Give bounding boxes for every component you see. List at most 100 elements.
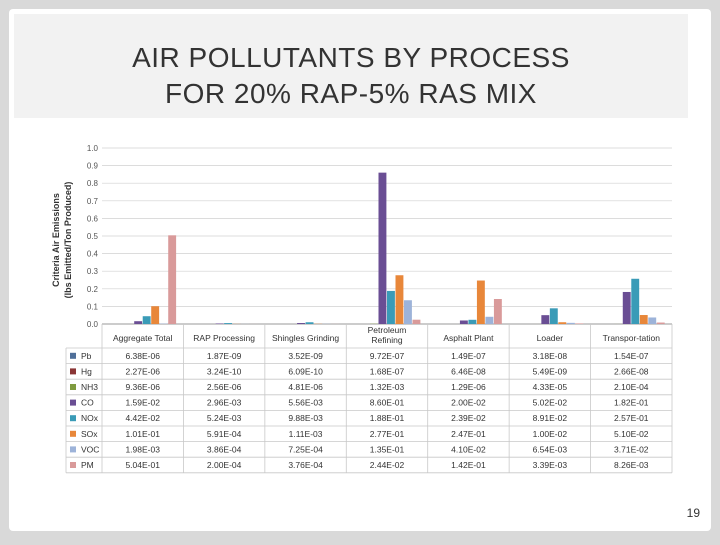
bar-pm (657, 323, 665, 324)
data-label: 1.01E-01 (125, 429, 160, 439)
data-label: 3.39E-03 (533, 460, 568, 470)
data-label: 3.86E-04 (207, 444, 242, 454)
bar-pm (168, 235, 176, 324)
bar-sox (477, 281, 485, 324)
bar-voc (404, 300, 412, 324)
data-label: 8.91E-02 (533, 413, 568, 423)
bar-co (541, 315, 549, 324)
legend-swatch-nox (70, 415, 76, 421)
legend-swatch-voc (70, 446, 76, 452)
x-tick-label: Loader (537, 333, 564, 343)
bar-co (297, 323, 305, 324)
bar-nox (550, 308, 558, 324)
data-label: 9.36E-06 (125, 382, 160, 392)
data-label: 1.59E-02 (125, 398, 160, 408)
y-tick-label: 0.9 (87, 162, 99, 171)
data-label: 2.47E-01 (451, 429, 486, 439)
legend-swatch-nh3 (70, 384, 76, 390)
data-label: 3.52E-09 (288, 351, 323, 361)
bar-sox (396, 275, 404, 324)
bar-pm (494, 299, 502, 324)
legend-swatch-co (70, 400, 76, 406)
legend-label: PM (81, 460, 94, 470)
data-label: 6.09E-10 (288, 366, 323, 376)
bar-nox (143, 316, 151, 324)
data-label: 1.32E-03 (370, 382, 405, 392)
bar-sox (640, 315, 648, 324)
data-label: 2.00E-04 (207, 460, 242, 470)
data-label: 1.87E-09 (207, 351, 242, 361)
bar-voc (567, 323, 575, 324)
bar-co (379, 173, 387, 324)
y-tick-label: 0.5 (87, 232, 99, 241)
data-label: 3.76E-04 (288, 460, 323, 470)
legend-swatch-sox (70, 431, 76, 437)
data-label: 3.24E-10 (207, 366, 242, 376)
y-tick-label: 1.0 (87, 144, 99, 153)
data-label: 1.11E-03 (289, 429, 323, 439)
y-tick-label: 0.0 (87, 320, 99, 329)
bar-layer (109, 173, 665, 324)
y-axis-label-line-2: (lbs Emitted/Ton Produced) (63, 182, 73, 299)
data-label: 4.81E-06 (288, 382, 323, 392)
legend-label: NOx (81, 413, 99, 423)
data-label: 3.71E-02 (614, 444, 649, 454)
data-label: 4.10E-02 (451, 444, 486, 454)
y-tick-label: 0.1 (87, 302, 99, 311)
data-label: 7.25E-04 (288, 444, 323, 454)
data-label: 6.54E-03 (533, 444, 568, 454)
data-label: 9.72E-07 (370, 351, 405, 361)
data-label: 5.91E-04 (207, 429, 242, 439)
data-label: 5.10E-02 (614, 429, 649, 439)
legend-swatch-hg (70, 368, 76, 374)
bar-co (623, 292, 631, 324)
bar-nox (224, 323, 232, 324)
legend-swatch-pm (70, 462, 76, 468)
y-tick-label: 0.3 (87, 267, 99, 276)
data-label: 2.57E-01 (614, 413, 649, 423)
data-label: 1.68E-07 (370, 366, 405, 376)
legend-swatch-pb (70, 353, 76, 359)
bar-co (134, 321, 142, 324)
legend-label: CO (81, 398, 94, 408)
bar-nox (387, 291, 395, 324)
y-tick-label: 0.2 (87, 285, 99, 294)
bar-voc (648, 317, 656, 324)
bar-co (460, 320, 468, 324)
data-label: 1.00E-02 (533, 429, 568, 439)
data-label: 1.29E-06 (451, 382, 486, 392)
data-label: 2.77E-01 (370, 429, 405, 439)
x-tick-label: Transpor-tation (603, 333, 661, 343)
bar-nox (631, 279, 639, 324)
data-label: 9.88E-03 (288, 413, 323, 423)
data-label: 3.18E-08 (533, 351, 568, 361)
y-tick-label: 0.6 (87, 214, 99, 223)
data-label: 2.27E-06 (125, 366, 160, 376)
data-label: 6.38E-06 (125, 351, 160, 361)
bar-co (216, 323, 224, 324)
data-label: 1.88E-01 (370, 413, 405, 423)
data-label: 2.66E-08 (614, 366, 649, 376)
data-label: 1.35E-01 (370, 444, 405, 454)
data-label: 5.24E-03 (207, 413, 242, 423)
data-label: 2.96E-03 (207, 398, 242, 408)
data-label: 8.26E-03 (614, 460, 649, 470)
legend-label: Pb (81, 351, 92, 361)
page-number: 19 (640, 506, 700, 520)
bar-nox (306, 322, 314, 324)
data-label: 5.02E-02 (533, 398, 568, 408)
y-axis-label-line-1: Criteria Air Emissions (51, 193, 61, 287)
data-label: 1.82E-01 (614, 398, 649, 408)
legend-label: Hg (81, 366, 92, 376)
data-label: 5.04E-01 (125, 460, 160, 470)
data-label: 2.00E-02 (451, 398, 486, 408)
data-label: 1.98E-03 (125, 444, 160, 454)
y-tick-label: 0.4 (87, 250, 99, 259)
bar-sox (558, 322, 566, 324)
data-label: 2.56E-06 (207, 382, 242, 392)
bar-pm (575, 323, 583, 324)
